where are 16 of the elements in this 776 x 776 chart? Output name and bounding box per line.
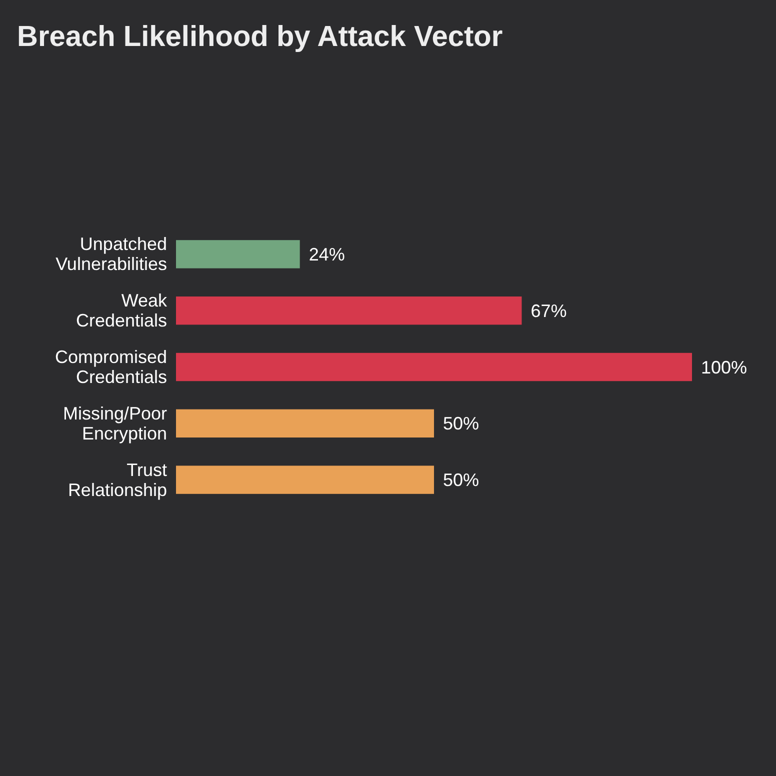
bar xyxy=(176,296,522,325)
y-tick-label: Weak Credentials xyxy=(76,290,168,331)
data-label: 24% xyxy=(308,244,345,264)
bar xyxy=(176,409,434,438)
data-label: 67% xyxy=(530,300,567,321)
y-tick-label: Trust Relationship xyxy=(68,460,167,500)
y-tick-label: Compromised Credentials xyxy=(54,347,167,387)
data-label: 100% xyxy=(701,357,748,378)
bar xyxy=(176,352,692,382)
chart-title: Breach Likelihood by Attack Vector xyxy=(17,21,503,53)
bar xyxy=(176,466,434,494)
bar xyxy=(176,240,300,268)
y-tick-label: Unpatched Vulnerabilities xyxy=(56,234,167,274)
data-label: 50% xyxy=(443,414,480,434)
y-tick-label: Missing/Poor Encryption xyxy=(62,403,167,444)
data-label: 50% xyxy=(443,470,480,490)
